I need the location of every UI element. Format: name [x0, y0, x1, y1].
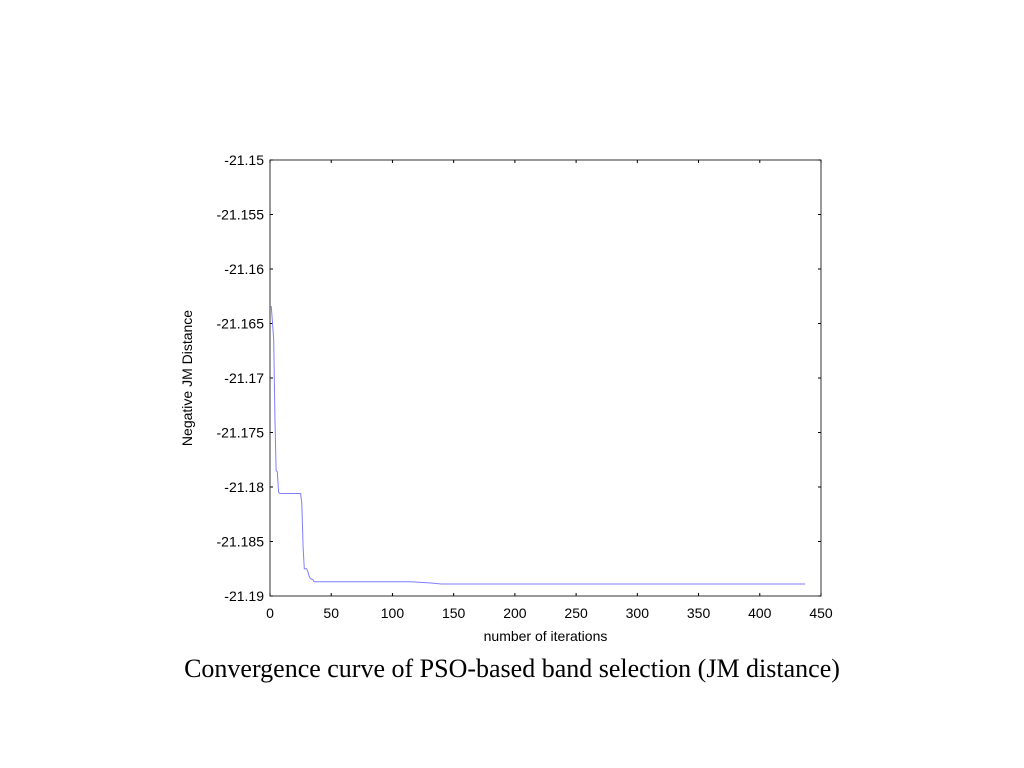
y-axis-label: Negative JM Distance [179, 310, 195, 446]
y-tick-label: -21.165 [217, 316, 265, 332]
y-tick-label: -21.17 [224, 370, 264, 386]
x-tick-label: 150 [442, 605, 466, 621]
x-tick-label: 0 [266, 605, 274, 621]
series-layer [270, 306, 806, 585]
x-tick-label: 350 [687, 605, 711, 621]
y-ticks: -21.15 -21.155 -21.16 -21.165 -21.17 -21.175 -… [217, 152, 821, 604]
y-tick-label: -21.16 [224, 261, 264, 277]
x-tick-label: 300 [626, 605, 650, 621]
x-tick-label: 250 [564, 605, 588, 621]
x-tick-label: 50 [323, 605, 339, 621]
x-ticks: 0 50 100 150 200 250 300 350 400 450 [266, 160, 833, 621]
x-tick-label: 400 [748, 605, 772, 621]
y-tick-label: -21.185 [217, 534, 265, 550]
y-tick-label: -21.19 [224, 588, 264, 604]
plot-area [269, 159, 822, 597]
figure-caption: Convergence curve of PSO-based band sele… [184, 654, 840, 683]
x-axis-label: number of iterations [484, 628, 608, 644]
y-tick-label: -21.175 [217, 425, 265, 441]
x-tick-label: 100 [381, 605, 405, 621]
x-tick-label: 450 [809, 605, 833, 621]
y-tick-label: -21.155 [217, 207, 265, 223]
y-tick-label: -21.18 [224, 479, 264, 495]
x-tick-label: 200 [503, 605, 527, 621]
y-tick-label: -21.15 [224, 152, 264, 168]
convergence-series-line [270, 306, 806, 585]
convergence-chart: 0 50 100 150 200 250 300 350 400 450 -21.15-21.15… [179, 152, 833, 644]
